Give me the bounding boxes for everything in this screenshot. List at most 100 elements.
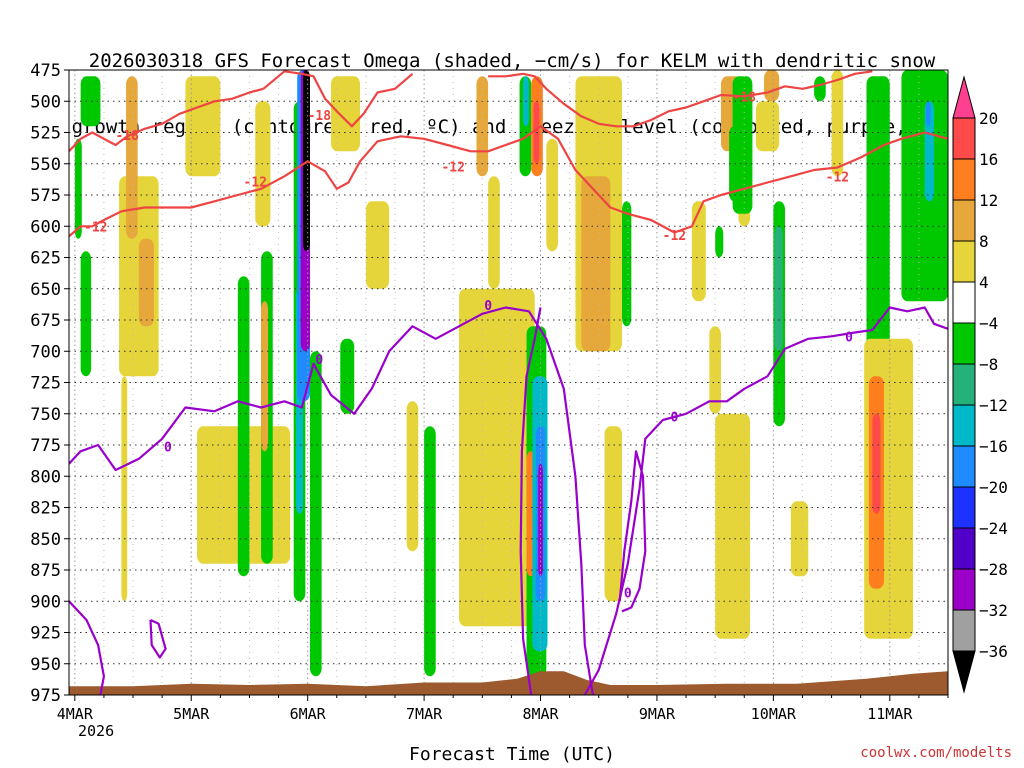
omega-region-green xyxy=(74,138,82,239)
x-tick-label: 9MAR xyxy=(639,705,676,723)
omega-region-black xyxy=(303,70,310,252)
contour-label: 0 xyxy=(624,587,632,602)
axes: 475 500 525 550 575 600 625 650 675 700 725 750 775 8… xyxy=(30,61,949,723)
omega-region-green xyxy=(80,251,92,377)
colorbar-swatch xyxy=(952,486,976,529)
y-tick-label: 850 xyxy=(30,530,61,550)
omega-region-yellow xyxy=(488,176,500,289)
freezing-level-contour xyxy=(519,307,542,695)
omega-region-green xyxy=(340,338,355,414)
y-tick-label: 800 xyxy=(30,467,61,487)
contour-label: 0 xyxy=(164,440,172,455)
omega-region-blue xyxy=(925,101,931,127)
y-tick-label: 550 xyxy=(30,155,61,175)
dgz-contour xyxy=(262,70,414,128)
omega-region-green xyxy=(309,351,322,677)
omega-region-yellow xyxy=(330,76,361,152)
omega-region-yellow xyxy=(546,138,558,252)
omega-region-light_orange xyxy=(138,238,154,327)
x-tick-label: 6MAR xyxy=(290,705,327,723)
x-axis-title: Forecast Time (UTC) xyxy=(409,744,615,765)
colorbar-swatch xyxy=(952,527,976,570)
y-tick-label: 975 xyxy=(30,686,61,706)
omega-region-yellow xyxy=(185,76,221,177)
omega-region-green xyxy=(424,426,436,677)
omega-region-green xyxy=(237,276,250,577)
omega-region-yellow xyxy=(406,401,419,552)
colorbar-label: 20 xyxy=(979,109,998,128)
omega-region-yellow xyxy=(121,376,128,602)
x-tick-label: 10MAR xyxy=(751,705,797,723)
omega-region-light_orange xyxy=(581,176,611,352)
terrain-shading xyxy=(69,671,948,695)
colorbar-label: −32 xyxy=(979,601,1008,620)
freezing-level-contour xyxy=(583,306,948,695)
colorbar-label: 12 xyxy=(979,191,998,210)
omega-region-yellow xyxy=(604,426,623,602)
colorbar-swatch xyxy=(952,568,976,611)
omega-region-green xyxy=(715,226,724,258)
colorbar-swatch xyxy=(952,445,976,488)
chart-title-line-1: 2026030318 GFS Forecast Omega (shaded, −… xyxy=(88,50,936,72)
omega-region-green xyxy=(622,201,632,327)
colorbar-label: 16 xyxy=(979,150,998,169)
colorbar-swatch xyxy=(952,322,976,365)
credit-label[interactable]: coolwx.com/modelts xyxy=(860,745,1012,761)
x-tick-label: 5MAR xyxy=(173,705,210,723)
colorbar-bottom-arrow xyxy=(952,650,976,694)
y-tick-label: 500 xyxy=(30,92,61,112)
contour-label: -12 xyxy=(441,160,464,175)
y-tick-label: 875 xyxy=(30,561,61,581)
terrain-layer xyxy=(69,671,948,695)
colorbar-label: 4 xyxy=(979,273,989,292)
omega-region-yellow xyxy=(755,101,780,152)
x-tick-label: 8MAR xyxy=(522,705,559,723)
colorbar-swatch xyxy=(952,404,976,447)
y-tick-label: 700 xyxy=(30,342,61,362)
omega-region-yellow xyxy=(459,288,535,627)
colorbar-label: −24 xyxy=(979,519,1008,538)
contour-label: -12 xyxy=(826,170,849,185)
colorbar-label: 8 xyxy=(979,232,989,251)
x-tick-label: 11MAR xyxy=(867,705,913,723)
y-tick-label: 525 xyxy=(30,124,61,144)
colorbar-swatch xyxy=(952,281,976,324)
colorbar-label: −8 xyxy=(979,355,998,374)
colorbar-label: −16 xyxy=(979,437,1008,456)
y-tick-label: 725 xyxy=(30,374,61,394)
colorbar-top-arrow xyxy=(952,75,976,119)
colorbar-swatch xyxy=(952,199,976,242)
y-tick-label: 675 xyxy=(30,311,61,331)
freezing-level-contour xyxy=(69,600,105,695)
y-tick-label: 475 xyxy=(30,61,61,81)
x-tick-label: 4MAR xyxy=(57,705,94,723)
contour-label: 0 xyxy=(315,353,323,368)
colorbar-label: −20 xyxy=(979,478,1008,497)
freezing-level-contour xyxy=(69,306,594,695)
x-tick-label: 7MAR xyxy=(406,705,443,723)
colorbar-swatch xyxy=(952,609,976,652)
colorbar-swatch xyxy=(952,363,976,406)
y-tick-label: 925 xyxy=(30,624,61,644)
y-tick-label: 750 xyxy=(30,405,61,425)
colorbar-label: −12 xyxy=(979,396,1008,415)
omega-region-yellow xyxy=(691,201,706,302)
colorbar-swatch xyxy=(952,117,976,160)
omega-region-yellow xyxy=(365,201,390,289)
y-tick-label: 650 xyxy=(30,280,61,300)
omega-region-light_orange xyxy=(764,70,780,102)
omega-region-green xyxy=(814,76,826,102)
omega-region-green xyxy=(80,76,101,127)
omega-region-light_orange xyxy=(261,301,269,452)
omega-region-green xyxy=(729,126,739,202)
omega-region-light_orange xyxy=(126,76,138,239)
omega-region-yellow xyxy=(831,70,844,177)
omega-region-yellow xyxy=(790,501,809,577)
y-tick-label: 600 xyxy=(30,217,61,237)
colorbar-label: −36 xyxy=(979,642,1008,661)
freezing-level-contour xyxy=(149,619,167,659)
y-tick-label: 625 xyxy=(30,249,61,269)
y-tick-label: 950 xyxy=(30,655,61,675)
